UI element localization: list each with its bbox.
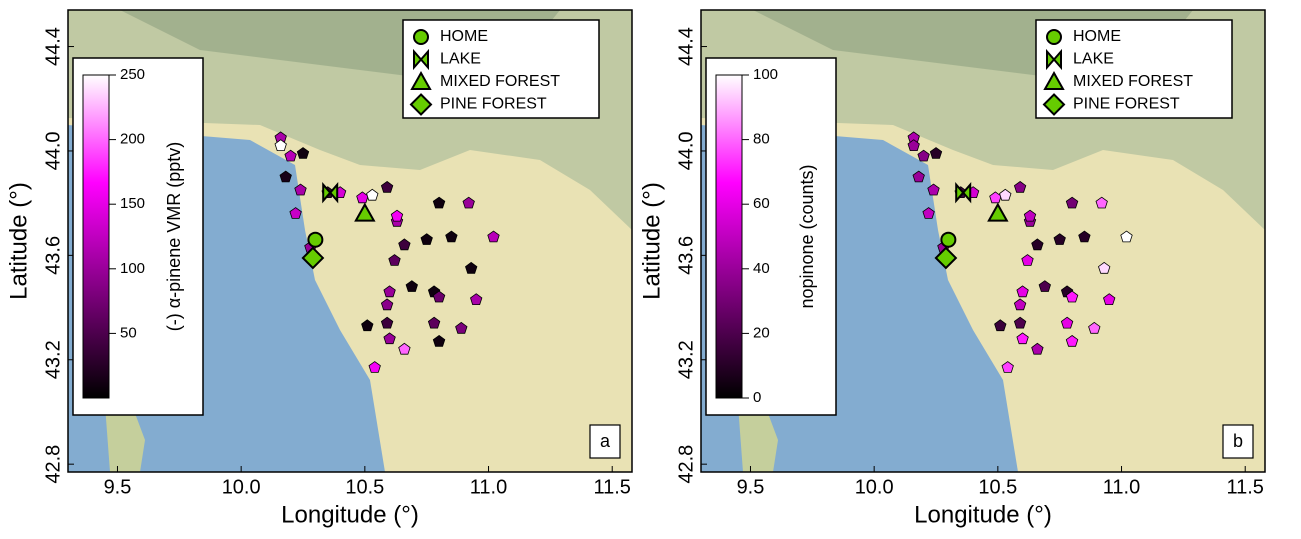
y-tick-label: 42.8	[675, 445, 697, 484]
colorbar-tick-label: 40	[753, 260, 770, 277]
y-tick-label: 43.6	[42, 236, 64, 275]
y-axis-label: Latitude (°)	[638, 182, 665, 300]
colorbar-label: (-) α-pinene VMR (pptv)	[164, 142, 184, 331]
x-tick-label: 9.5	[104, 476, 132, 498]
colorbar-tick-label: 150	[120, 195, 145, 212]
y-tick-label: 43.2	[675, 340, 697, 379]
colorbar-label: nopinone (counts)	[797, 164, 817, 308]
y-tick-label: 43.2	[42, 340, 64, 379]
legend-label: PINE FOREST	[1073, 96, 1180, 113]
x-axis-label: Longitude (°)	[914, 501, 1052, 528]
legend-label: HOME	[1073, 28, 1121, 45]
colorbar	[716, 75, 742, 398]
legend-label: LAKE	[1073, 51, 1114, 68]
colorbar-tick-label: 60	[753, 195, 770, 212]
legend-label: LAKE	[440, 51, 481, 68]
colorbar-tick-label: 100	[753, 66, 778, 83]
panel: 9.5 10.0 10.5 11.0 11.5 42.8 43.2 43.6 44.0 44.4 L…	[638, 10, 1265, 528]
y-tick-label: 44.4	[675, 27, 697, 66]
x-tick-label: 11.5	[593, 476, 630, 498]
colorbar-tick-label: 0	[753, 389, 761, 406]
y-axis-label: Latitude (°)	[5, 182, 32, 300]
legend-marker	[1047, 30, 1061, 44]
home-marker	[941, 233, 955, 247]
legend-label: MIXED FOREST	[440, 73, 560, 90]
colorbar-tick-label: 100	[120, 260, 145, 277]
figure: 9.5 10.0 10.5 11.0 11.5 42.8 43.2 43.6 44.0 44.4 L…	[0, 0, 1301, 534]
y-tick-label: 44.4	[42, 27, 64, 66]
colorbar-tick-label: 200	[120, 131, 145, 148]
x-tick-label: 11.0	[470, 476, 507, 498]
y-tick-label: 42.8	[42, 445, 64, 484]
panel-label: a	[600, 431, 611, 451]
x-axis-label: Longitude (°)	[281, 501, 419, 528]
legend-marker	[414, 30, 428, 44]
legend-label: MIXED FOREST	[1073, 73, 1193, 90]
panel-label: b	[1233, 431, 1243, 451]
x-tick-label: 11.5	[1226, 476, 1263, 498]
y-tick-label: 44.0	[675, 131, 697, 170]
legend-label: HOME	[440, 28, 488, 45]
x-tick-label: 9.5	[737, 476, 765, 498]
x-tick-label: 10.5	[345, 476, 384, 498]
x-tick-label: 10.0	[222, 476, 261, 498]
colorbar-tick-label: 250	[120, 66, 145, 83]
legend-entry: HOME	[414, 28, 488, 45]
y-tick-label: 43.6	[675, 236, 697, 275]
x-tick-label: 10.5	[978, 476, 1017, 498]
panel: 9.5 10.0 10.5 11.0 11.5 42.8 43.2 43.6 44.0 44.4 L…	[5, 10, 632, 528]
colorbar-tick-label: 20	[753, 324, 770, 341]
colorbar-tick-label: 50	[120, 324, 137, 341]
legend-label: PINE FOREST	[440, 96, 547, 113]
x-tick-label: 11.0	[1103, 476, 1140, 498]
x-tick-label: 10.0	[855, 476, 894, 498]
y-tick-label: 44.0	[42, 131, 64, 170]
legend-entry: HOME	[1047, 28, 1121, 45]
colorbar	[83, 75, 109, 398]
colorbar-tick-label: 80	[753, 131, 770, 148]
home-marker	[308, 233, 322, 247]
